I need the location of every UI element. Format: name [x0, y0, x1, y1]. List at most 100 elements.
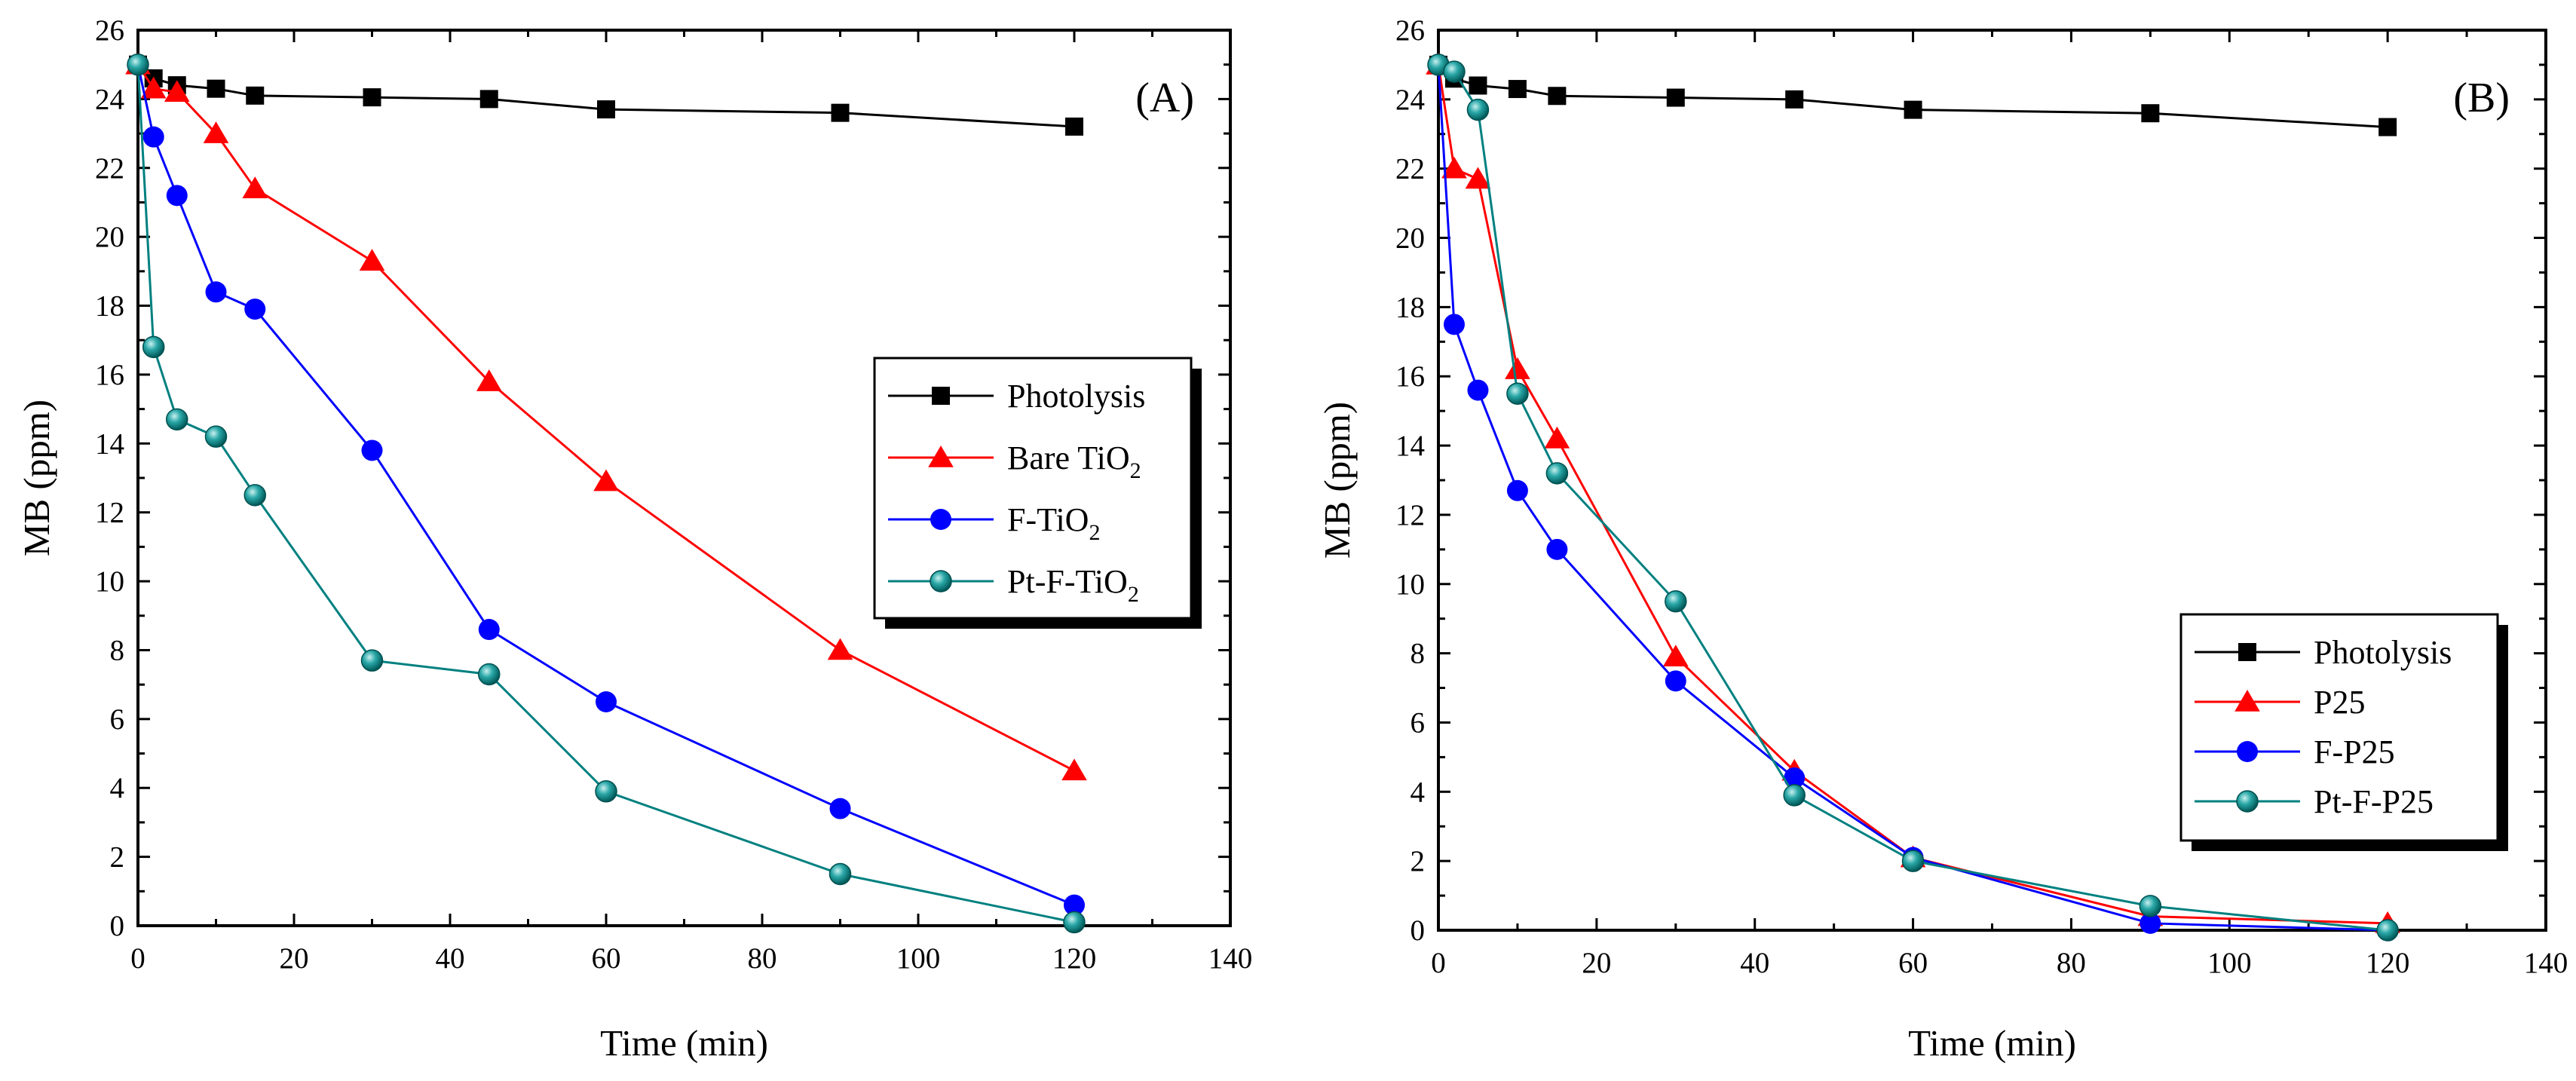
data-point — [1467, 379, 1489, 401]
legend-marker — [932, 387, 950, 405]
y-tick-label: 6 — [1411, 706, 1426, 739]
x-tick-label: 20 — [280, 942, 309, 975]
data-point — [142, 126, 164, 148]
data-point — [1506, 479, 1528, 501]
series-line — [136, 63, 1075, 772]
data-point — [476, 369, 502, 391]
y-axis-title: MB (ppm) — [16, 400, 57, 556]
data-point — [142, 335, 165, 359]
legend-item: Bare TiO2 — [888, 439, 1141, 483]
data-point — [831, 103, 850, 122]
data-point — [246, 86, 265, 105]
data-point — [1665, 589, 1687, 613]
data-point — [1469, 76, 1487, 95]
legend-label-main: P25 — [2314, 684, 2365, 721]
data-point — [1466, 98, 1490, 121]
y-tick-label: 8 — [1411, 638, 1426, 670]
legend-item: P25 — [2195, 684, 2365, 721]
legend-item: Photolysis — [888, 378, 1145, 415]
data-point — [207, 79, 225, 98]
chart-panel-b: 0 20 40 60 80 100 120 1400246810121416182022242… — [1316, 14, 2568, 1064]
data-point — [164, 80, 190, 103]
data-point — [363, 88, 381, 107]
data-point — [244, 299, 266, 320]
data-point — [360, 649, 384, 672]
legend-label: Pt-F-TiO2 — [1007, 563, 1139, 607]
data-point — [361, 439, 383, 461]
series-line — [136, 64, 1075, 923]
legend-label-main: Photolysis — [2314, 634, 2452, 671]
y-tick-label: 12 — [1395, 499, 1425, 531]
data-point — [1785, 90, 1804, 109]
legend-marker — [2238, 643, 2256, 661]
legend: Photolysis Bare TiO2 F-TiO2 Pt-F-TiO2 — [873, 357, 1202, 629]
data-point — [1063, 911, 1086, 934]
data-point — [1441, 156, 1467, 179]
data-point — [1061, 758, 1087, 781]
series-line — [137, 63, 1075, 128]
data-point — [2140, 912, 2161, 934]
data-point — [1783, 784, 1806, 807]
legend-label-subscript: 2 — [1128, 582, 1139, 607]
data-point — [1662, 645, 1689, 667]
legend-label: Photolysis — [2314, 634, 2452, 671]
y-tick-label: 26 — [95, 14, 124, 47]
y-tick-label: 14 — [95, 427, 124, 460]
data-point — [478, 619, 500, 641]
data-point — [359, 249, 385, 271]
data-point — [242, 176, 268, 198]
legend-label: Pt-F-P25 — [2314, 783, 2434, 820]
y-tick-label: 16 — [95, 359, 124, 391]
data-point — [1784, 767, 1806, 789]
y-tick-label: 0 — [1411, 914, 1426, 947]
legend-item: F-P25 — [2195, 733, 2395, 770]
x-axis-title: Time (min) — [600, 1022, 768, 1064]
data-point — [1544, 426, 1570, 449]
x-tick-label: 20 — [1582, 947, 1611, 979]
y-tick-label: 18 — [95, 290, 124, 323]
legend-marker — [2237, 741, 2258, 762]
data-point — [595, 780, 617, 803]
series-pt-f-tio2 — [127, 53, 1086, 934]
y-tick-label: 18 — [1395, 291, 1425, 323]
legend-item: Photolysis — [2195, 634, 2452, 671]
data-point — [829, 862, 852, 886]
x-tick-label: 120 — [1052, 942, 1097, 975]
data-point — [166, 185, 188, 207]
data-point — [2139, 895, 2162, 917]
series-line — [1438, 63, 2388, 932]
y-tick-label: 24 — [95, 83, 124, 115]
series-photolysis — [129, 55, 1083, 136]
data-point — [1505, 357, 1530, 379]
legend-item: Pt-F-P25 — [2195, 783, 2434, 820]
data-point — [205, 281, 227, 303]
data-point — [593, 469, 619, 492]
legend-label: Photolysis — [1007, 378, 1145, 415]
legend-label: F-P25 — [2314, 733, 2395, 770]
data-point — [140, 76, 167, 99]
data-point — [244, 484, 266, 507]
x-tick-label: 80 — [2057, 947, 2086, 979]
legend-box — [873, 357, 1193, 620]
legend-item: F-TiO2 — [888, 501, 1100, 545]
y-tick-label: 2 — [1411, 845, 1426, 877]
legend-label-main: F-P25 — [2314, 733, 2395, 770]
data-point — [827, 638, 853, 660]
y-tick-label: 2 — [110, 841, 125, 874]
x-tick-label: 140 — [1208, 942, 1253, 975]
legend-label-subscript: 2 — [1089, 520, 1100, 545]
series-line — [1437, 64, 2388, 925]
data-point — [479, 90, 498, 109]
series-pt-f-p25 — [1427, 54, 2399, 942]
data-point — [1546, 538, 1568, 560]
data-point — [1065, 117, 1083, 136]
data-point — [1545, 462, 1569, 485]
series-bare-tio2 — [125, 52, 1087, 781]
data-point — [1901, 850, 1925, 872]
legend-marker — [2234, 690, 2260, 712]
legend-marker — [928, 446, 954, 467]
legend: Photolysis P25 F-P25 Pt-F-P25 — [2179, 613, 2508, 851]
data-point — [127, 53, 149, 76]
y-tick-label: 20 — [95, 221, 124, 253]
x-tick-label: 40 — [1740, 947, 1769, 979]
